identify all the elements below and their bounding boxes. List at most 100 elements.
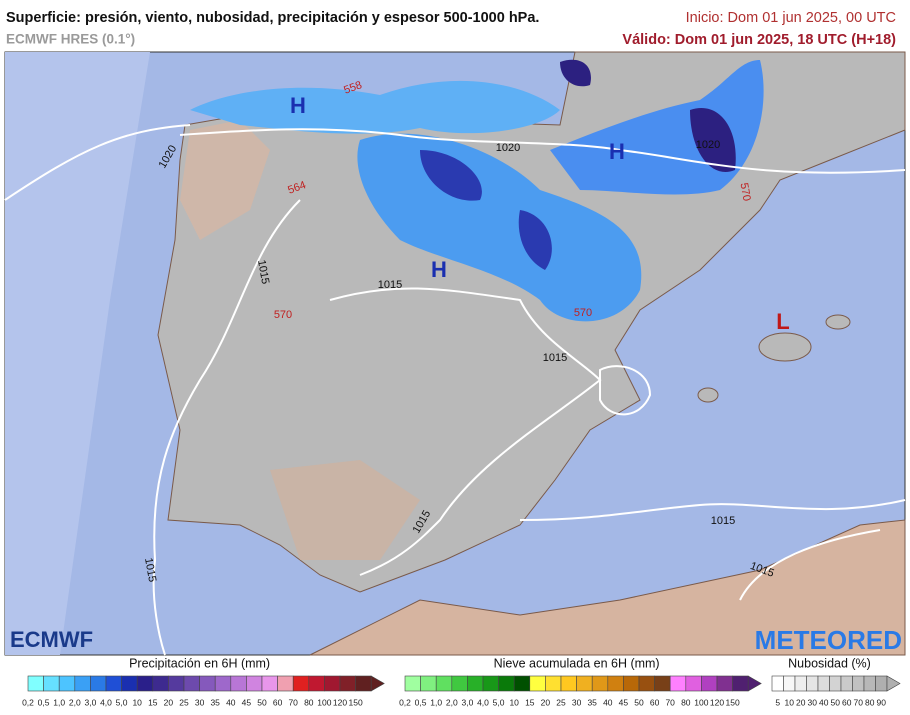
isobar-label: 1015 bbox=[711, 515, 735, 527]
isobar-label: 1015 bbox=[255, 259, 271, 285]
isobar-label: 1015 bbox=[378, 279, 402, 291]
legend-label: 50 bbox=[634, 697, 644, 707]
legend-label: 0,5 bbox=[415, 697, 427, 707]
legend-swatch bbox=[43, 675, 60, 692]
precip-core bbox=[420, 150, 552, 270]
legend-label: 35 bbox=[587, 697, 597, 707]
legend-label: 80 bbox=[865, 697, 875, 707]
pressure-centers: H H H L bbox=[290, 93, 790, 334]
sea-cloud bbox=[5, 52, 150, 655]
high-pressure: H bbox=[290, 93, 306, 118]
legend-swatch bbox=[308, 675, 325, 692]
legend-swatch bbox=[638, 675, 655, 692]
legend-swatch bbox=[607, 675, 624, 692]
legend-label: 100 bbox=[317, 697, 331, 707]
legend-title: Nieve acumulada en 6H (mm) bbox=[494, 656, 660, 670]
model: ECMWF HRES (0.1°) bbox=[6, 32, 135, 47]
legend-label: 0,5 bbox=[38, 697, 50, 707]
legend-swatch bbox=[420, 675, 437, 692]
legend-swatch bbox=[482, 675, 499, 692]
legend-label: 80 bbox=[681, 697, 691, 707]
legend-label: 0,2 bbox=[399, 697, 411, 707]
legend-swatch bbox=[685, 675, 702, 692]
legend-label: 20 bbox=[796, 697, 806, 707]
legend-label: 4,0 bbox=[100, 697, 112, 707]
legend-label: 30 bbox=[808, 697, 818, 707]
legend-label: 3,0 bbox=[461, 697, 473, 707]
legend-swatch bbox=[560, 675, 577, 692]
legend-swatch bbox=[27, 675, 44, 692]
precip-area bbox=[357, 133, 642, 322]
legend-swatch bbox=[794, 675, 807, 692]
legend-label: 5,0 bbox=[116, 697, 128, 707]
legend-label: 10 bbox=[132, 697, 142, 707]
terrain bbox=[270, 460, 420, 560]
legend-swatch bbox=[324, 675, 341, 692]
thickness-label: 564 bbox=[286, 179, 307, 197]
legend-label: 1,0 bbox=[430, 697, 442, 707]
legend-swatch bbox=[261, 675, 278, 692]
legend-swatch bbox=[292, 675, 310, 692]
isobar-label: 1015 bbox=[142, 557, 158, 583]
thickness-label: 570 bbox=[738, 182, 753, 202]
legend-label: 15 bbox=[148, 697, 158, 707]
legend-swatch bbox=[230, 675, 247, 692]
legend-swatch bbox=[152, 675, 169, 692]
legend-swatch bbox=[121, 675, 138, 692]
legend-arrow bbox=[886, 675, 901, 692]
legend-swatch bbox=[701, 675, 718, 692]
legend-arrow bbox=[370, 675, 385, 692]
legend-label: 3,0 bbox=[84, 697, 96, 707]
legend-label: 20 bbox=[541, 697, 551, 707]
legend-swatch bbox=[783, 675, 796, 692]
legend-swatch bbox=[277, 675, 294, 692]
legend-label: 25 bbox=[179, 697, 189, 707]
precip-core bbox=[560, 59, 736, 172]
legend-swatch bbox=[451, 675, 468, 692]
legend-label: 30 bbox=[195, 697, 205, 707]
legend-label: 4,0 bbox=[477, 697, 489, 707]
legend-swatch bbox=[404, 675, 421, 692]
legend-label: 50 bbox=[831, 697, 841, 707]
legend-label: 10 bbox=[785, 697, 795, 707]
legend-swatch bbox=[74, 675, 91, 692]
legend-label: 60 bbox=[842, 697, 852, 707]
legend-label: 2,0 bbox=[69, 697, 81, 707]
init-time: Inicio: Dom 01 jun 2025, 00 UTC bbox=[686, 10, 896, 26]
legend-title: Nubosidad (%) bbox=[788, 656, 871, 670]
legend-label: 120 bbox=[333, 697, 347, 707]
africa bbox=[309, 519, 906, 656]
menorca bbox=[825, 314, 851, 330]
legend-label: 5,0 bbox=[493, 697, 505, 707]
legend-swatch bbox=[513, 675, 531, 692]
legend-label: 35 bbox=[210, 697, 220, 707]
legend-swatch bbox=[355, 675, 372, 692]
legend-swatch bbox=[817, 675, 830, 692]
legend-swatch bbox=[623, 675, 640, 692]
legend-label: 25 bbox=[556, 697, 566, 707]
isobar-label: 1015 bbox=[543, 352, 567, 364]
legend-swatch bbox=[591, 675, 609, 692]
legend-swatch bbox=[498, 675, 515, 692]
thickness-label: 558 bbox=[342, 79, 363, 97]
legend-swatch bbox=[105, 675, 122, 692]
legend-swatch bbox=[732, 675, 749, 692]
legend-label: 40 bbox=[603, 697, 613, 707]
legend-swatch bbox=[863, 675, 876, 692]
legend-swatch bbox=[806, 675, 819, 692]
valid-time: Válido: Dom 01 jun 2025, 18 UTC (H+18) bbox=[622, 32, 896, 48]
logo-meteored: METEORED bbox=[755, 625, 902, 655]
legend-label: 1,0 bbox=[53, 697, 65, 707]
isobars bbox=[4, 124, 906, 656]
legend-swatch bbox=[339, 675, 356, 692]
thickness-labels: 558 564 570 570 570 bbox=[274, 79, 753, 321]
title: Superficie: presión, viento, nubosidad, … bbox=[6, 10, 539, 26]
legend-swatch bbox=[654, 675, 671, 692]
legend-label: 100 bbox=[694, 697, 708, 707]
isobar-label: 1020 bbox=[696, 139, 720, 151]
legend-swatch bbox=[467, 675, 484, 692]
legend-label: 45 bbox=[619, 697, 629, 707]
legend-label: 0,2 bbox=[22, 697, 34, 707]
legend-swatch bbox=[669, 675, 687, 692]
